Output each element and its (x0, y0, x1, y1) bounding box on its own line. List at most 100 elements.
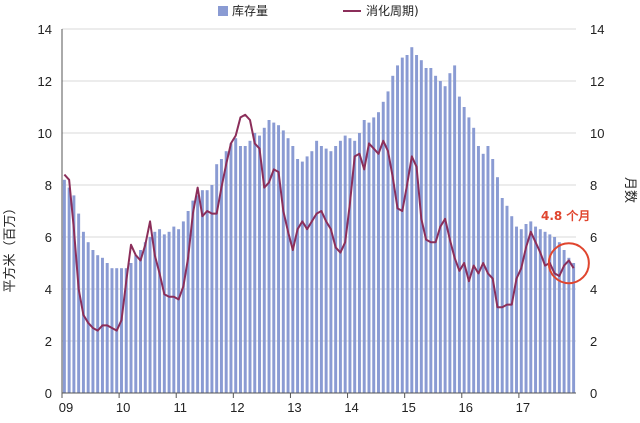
legend: 库存量 消化周期) (218, 3, 419, 18)
bar (400, 57, 404, 393)
left-tick-label: 4 (45, 282, 52, 297)
x-tick-label: 13 (287, 400, 301, 415)
right-tick-label: 4 (590, 282, 597, 297)
bar (300, 161, 304, 393)
bar (124, 268, 128, 393)
annotation: 4.8 个月 (541, 208, 590, 285)
left-tick-label: 2 (45, 334, 52, 349)
bar (372, 117, 376, 394)
bar (377, 112, 380, 393)
bar (553, 237, 557, 393)
bar (534, 226, 538, 393)
bar (134, 255, 138, 393)
bar (548, 234, 552, 393)
bar (153, 231, 157, 393)
x-tick-label: 12 (230, 400, 244, 415)
bar (429, 68, 433, 393)
bar (234, 138, 238, 393)
right-tick-label: 8 (590, 178, 597, 193)
bar (177, 229, 181, 393)
bar (148, 237, 152, 393)
bar (296, 159, 300, 393)
bar (229, 143, 233, 393)
bar (572, 263, 576, 393)
bar (467, 117, 471, 394)
bar (324, 148, 328, 393)
bar (386, 91, 390, 394)
bar (329, 151, 333, 393)
bar (72, 195, 76, 393)
left-tick-label: 12 (38, 74, 52, 89)
x-tick-label: 14 (344, 400, 358, 415)
bar (481, 153, 485, 393)
bar (181, 221, 185, 393)
bar (305, 156, 309, 393)
bar (453, 65, 457, 394)
bar (200, 190, 204, 393)
x-tick-label: 17 (516, 400, 530, 415)
bar (110, 268, 114, 393)
bar (495, 177, 499, 393)
bar (238, 146, 242, 393)
bar (472, 127, 476, 394)
bar (91, 250, 95, 393)
bar (519, 229, 523, 393)
bar (105, 263, 109, 393)
bar (448, 73, 452, 393)
bar (196, 195, 200, 393)
bar (258, 135, 261, 393)
bar (367, 122, 371, 393)
bar (143, 242, 147, 393)
bar (224, 151, 228, 393)
bar (505, 205, 509, 393)
bar (96, 255, 100, 393)
x-tick-label: 16 (459, 400, 473, 415)
legend-label-bar: 库存量 (232, 3, 268, 18)
cycle-line (63, 113, 575, 332)
bar (315, 140, 319, 393)
right-axis-ticks: 0 2 4 6 8 10 12 14 (590, 22, 604, 401)
bar (410, 47, 414, 393)
bar (129, 263, 133, 393)
bar (348, 138, 352, 393)
bar (405, 55, 409, 393)
bar (286, 138, 290, 393)
bar (362, 120, 366, 393)
bar (172, 226, 176, 393)
bar (424, 68, 428, 393)
left-tick-label: 14 (38, 22, 52, 37)
left-axis-ticks: 0 2 4 6 8 10 12 14 (38, 22, 52, 401)
bar (167, 231, 171, 393)
bar (267, 120, 271, 393)
right-tick-label: 12 (590, 74, 604, 89)
right-axis-title: 月数 (622, 177, 637, 203)
bar (443, 86, 447, 393)
left-tick-label: 0 (45, 386, 52, 401)
bar (491, 159, 495, 393)
right-tick-label: 10 (590, 126, 604, 141)
bar (139, 250, 143, 393)
bar (319, 146, 323, 393)
left-tick-label: 10 (38, 126, 52, 141)
bar (538, 229, 542, 393)
legend-swatch-bar (218, 6, 228, 16)
annotation-label: 4.8 个月 (541, 208, 590, 223)
right-tick-label: 0 (590, 386, 597, 401)
x-tick-label: 09 (59, 400, 73, 415)
bar (77, 213, 81, 393)
x-tick-label: 10 (116, 400, 130, 415)
bar (515, 226, 518, 393)
right-tick-label: 6 (590, 230, 597, 245)
legend-label-line: 消化周期) (366, 4, 419, 18)
x-tick-label: 15 (401, 400, 415, 415)
bar (291, 146, 295, 393)
bar (500, 198, 504, 393)
bar (86, 242, 90, 393)
cycle-line-group (63, 113, 575, 332)
right-tick-label: 2 (590, 334, 597, 349)
bar (415, 55, 419, 393)
bar (434, 75, 438, 394)
bar (219, 159, 223, 393)
bar (253, 133, 257, 393)
